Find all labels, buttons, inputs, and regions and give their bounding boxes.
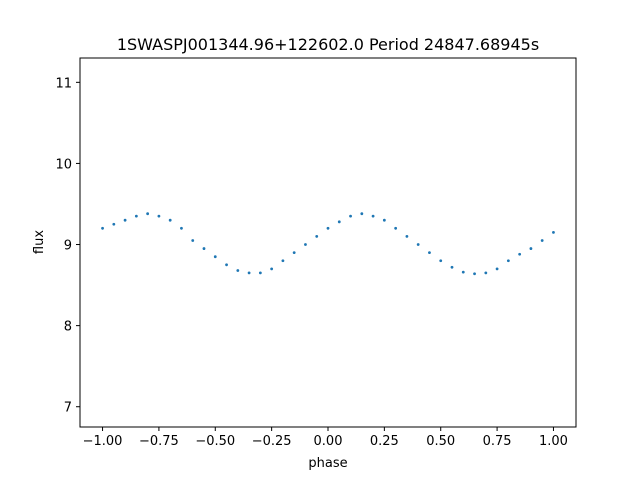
data-point: [473, 272, 476, 276]
x-axis-ticks: −1.00 −0.75 −0.50 −0.25 0.00 0.25 0.50 0.75 1.00: [83, 427, 568, 449]
y-tick-label: 7: [64, 401, 72, 416]
data-point: [450, 265, 454, 269]
data-point: [382, 218, 386, 222]
data-point: [225, 263, 228, 267]
data-point: [439, 259, 443, 263]
scatter-points: [101, 212, 555, 276]
data-point: [270, 267, 274, 271]
y-axis-title: flux: [32, 230, 47, 254]
data-point: [258, 271, 262, 275]
x-tick-label: 0.75: [483, 434, 512, 449]
x-tick-label: −0.75: [139, 434, 179, 449]
plot-frame: [79, 57, 577, 428]
data-point: [495, 267, 499, 271]
data-point: [506, 259, 510, 263]
y-axis-ticks: 7 8 9 10 11: [55, 76, 80, 416]
x-tick-label: −0.50: [195, 434, 235, 449]
x-tick-label: −0.25: [252, 434, 292, 449]
x-axis-title: phase: [308, 456, 347, 471]
data-point: [236, 269, 240, 272]
x-tick-label: 1.00: [539, 434, 568, 449]
x-tick-label: 0.50: [426, 434, 455, 449]
y-tick-label: 11: [55, 76, 72, 91]
data-point: [304, 243, 307, 246]
x-tick-label: 0.25: [370, 434, 399, 449]
data-point: [213, 255, 217, 259]
y-tick-label: 8: [64, 320, 72, 335]
data-point: [101, 226, 104, 230]
data-point: [123, 218, 127, 222]
data-point: [191, 239, 195, 242]
data-point: [371, 214, 375, 218]
y-tick-label: 10: [55, 157, 72, 172]
data-point: [326, 226, 330, 230]
chart-title: 1SWASPJ001344.96+122602.0 Period 24847.6…: [117, 35, 539, 54]
x-tick-label: 0.00: [314, 434, 343, 449]
data-point: [394, 226, 398, 230]
data-point: [247, 271, 251, 275]
data-point: [349, 214, 352, 218]
data-point: [416, 243, 420, 246]
data-point: [428, 251, 431, 255]
data-point: [146, 212, 150, 216]
data-point: [405, 235, 409, 238]
y-tick-label: 9: [64, 239, 72, 254]
data-point: [315, 235, 319, 238]
data-point: [281, 259, 285, 263]
data-point: [518, 252, 522, 256]
data-point: [202, 247, 206, 250]
data-point: [292, 251, 296, 255]
data-point: [552, 230, 555, 234]
data-point: [461, 270, 465, 274]
data-point: [180, 226, 183, 230]
data-point: [112, 222, 116, 226]
data-point: [134, 214, 138, 218]
data-point: [529, 247, 533, 250]
data-point: [168, 218, 172, 222]
data-point: [484, 271, 488, 275]
data-point: [157, 214, 161, 218]
data-point: [360, 212, 364, 216]
x-tick-label: −1.00: [83, 434, 123, 449]
data-point: [337, 220, 341, 224]
data-point: [540, 239, 544, 242]
